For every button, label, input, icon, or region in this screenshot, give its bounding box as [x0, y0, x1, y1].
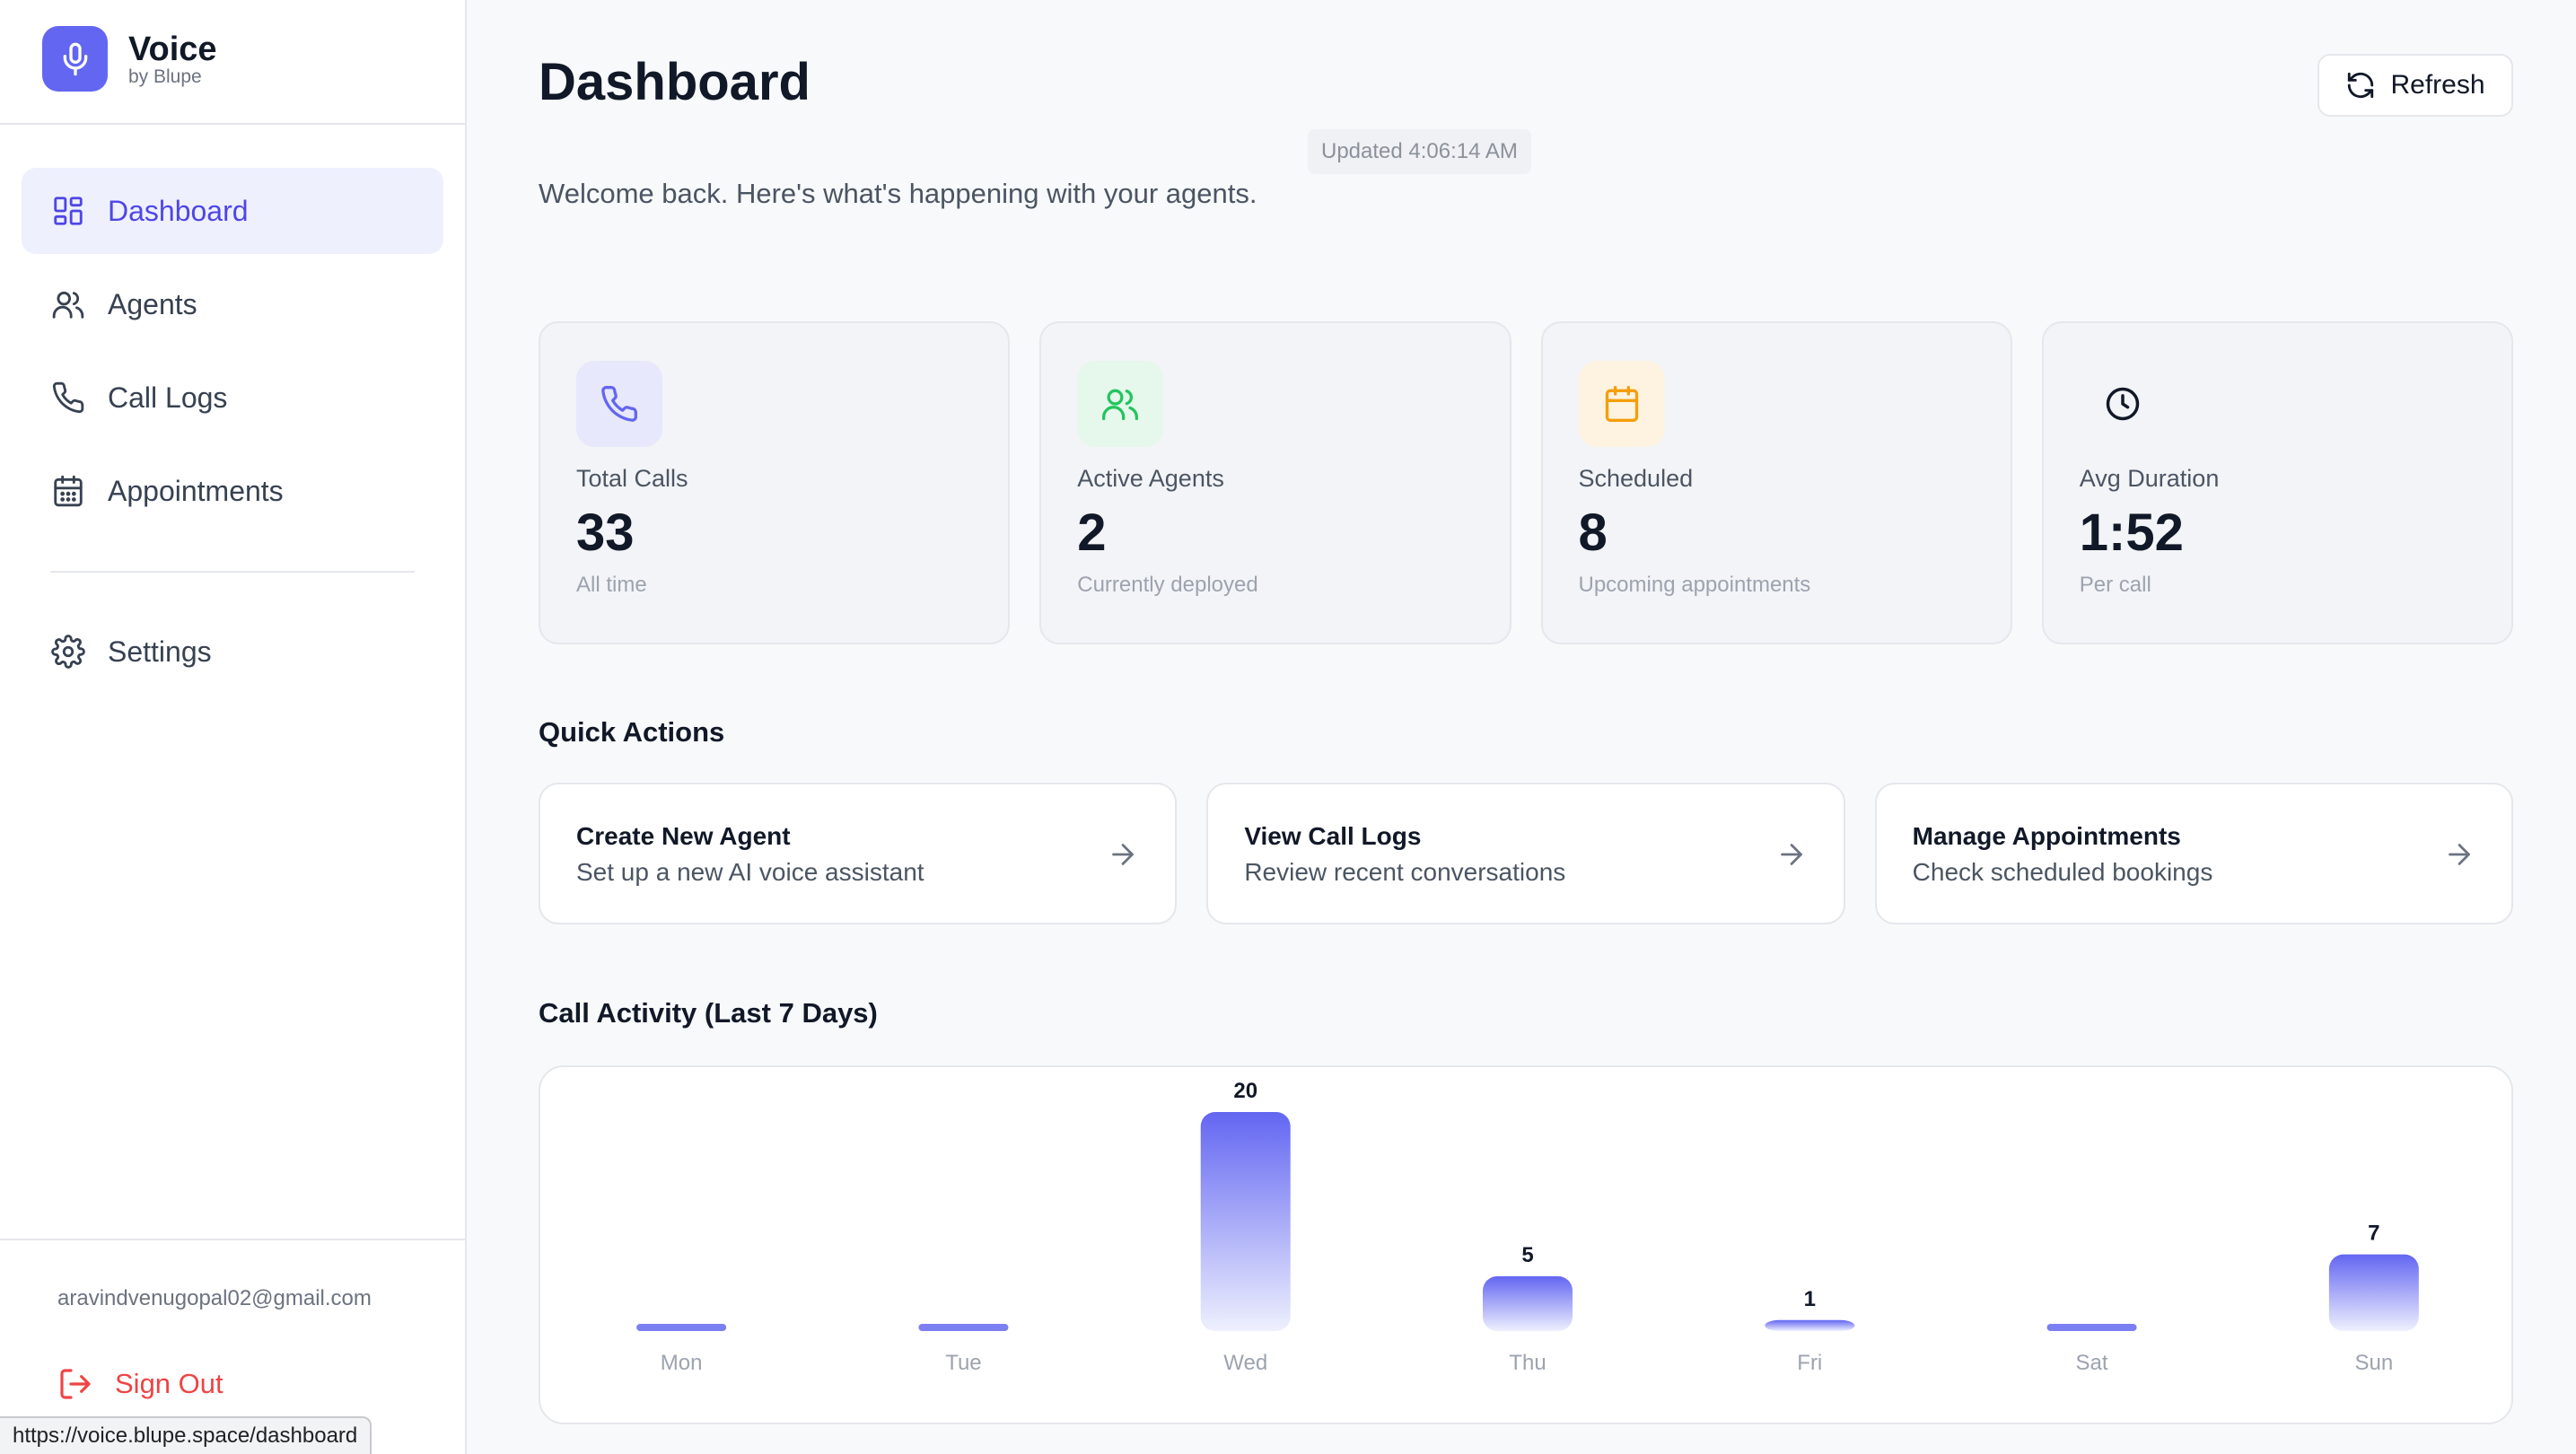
- sidebar-item-label: Appointments: [108, 474, 284, 507]
- stat-card-scheduled: Scheduled 8 Upcoming appointments: [1540, 321, 2012, 644]
- quick-action-create-agent[interactable]: Create New Agent Set up a new AI voice a…: [539, 783, 1178, 924]
- dashboard-grid-icon: [50, 193, 86, 229]
- sidebar-item-call-logs[interactable]: Call Logs: [22, 355, 443, 441]
- chart-data-label: 7: [2368, 1222, 2379, 1246]
- stat-value: 33: [576, 504, 635, 562]
- arrow-right-icon: [1107, 838, 1139, 871]
- sidebar-item-agents[interactable]: Agents: [22, 261, 443, 347]
- quick-action-view-call-logs[interactable]: View Call Logs Review recent conversatio…: [1206, 783, 1845, 924]
- chart-data-label: 5: [1521, 1243, 1533, 1267]
- chart-bar-wed: [1200, 1112, 1291, 1331]
- phone-icon: [50, 380, 86, 416]
- brand[interactable]: Voice by Blupe: [42, 26, 217, 92]
- stat-label: Scheduled: [1578, 465, 1694, 492]
- bar-chart: Mon Tue 20 Wed 5 Thu 1 Fri Sat 7 Sun: [636, 1079, 2419, 1375]
- quick-action-subtitle: Check scheduled bookings: [1912, 858, 2213, 886]
- quick-actions: Create New Agent Set up a new AI voice a…: [539, 783, 2513, 924]
- refresh-label: Refresh: [2390, 70, 2485, 100]
- brand-name: Voice: [128, 30, 217, 68]
- chart-bar-fri: [1765, 1319, 1855, 1331]
- divider: [50, 571, 415, 573]
- quick-actions-heading: Quick Actions: [539, 716, 725, 748]
- chart-tick-label: Fri: [1797, 1351, 1822, 1375]
- stat-label: Avg Duration: [2079, 465, 2220, 492]
- chart-data-label: 20: [1233, 1079, 1257, 1103]
- stat-value: 1:52: [2079, 504, 2184, 562]
- microphone-icon: [42, 26, 108, 92]
- page-title: Dashboard: [539, 53, 810, 111]
- sign-out-label: Sign Out: [115, 1368, 223, 1399]
- users-icon: [50, 286, 86, 322]
- quick-action-subtitle: Set up a new AI voice assistant: [576, 858, 924, 886]
- last-updated-badge: Updated 4:06:14 AM: [1308, 129, 1531, 174]
- users-icon: [1077, 361, 1164, 447]
- chart-tick-label: Mon: [661, 1351, 703, 1375]
- calendar-icon: [50, 473, 86, 509]
- log-out-icon: [57, 1366, 93, 1402]
- arrow-right-icon: [1775, 838, 1808, 871]
- quick-action-title: Manage Appointments: [1912, 822, 2181, 850]
- stats-row: Total Calls 33 All time Active Agents 2 …: [539, 321, 2513, 644]
- refresh-button[interactable]: Refresh: [2318, 54, 2513, 117]
- sidebar-item-settings[interactable]: Settings: [22, 609, 443, 695]
- arrow-right-icon: [2443, 838, 2475, 871]
- sidebar-item-label: Call Logs: [108, 381, 228, 414]
- quick-action-title: View Call Logs: [1244, 822, 1422, 850]
- chart-tick-label: Wed: [1223, 1351, 1267, 1375]
- sidebar-item-appointments[interactable]: Appointments: [22, 448, 443, 534]
- divider: [0, 123, 467, 125]
- user-email: aravindvenugopal02@gmail.com: [57, 1286, 372, 1310]
- welcome-message: Welcome back. Here's what's happening wi…: [539, 178, 1257, 209]
- quick-action-subtitle: Review recent conversations: [1244, 858, 1566, 886]
- sidebar-item-label: Agents: [108, 287, 197, 320]
- divider: [0, 1239, 467, 1240]
- sidebar: Voice by Blupe Dashboard: [0, 0, 467, 1454]
- gear-icon: [50, 634, 86, 670]
- chart-bar-mon: [636, 1324, 727, 1331]
- clock-icon: [2080, 361, 2166, 447]
- chart-bar-sun: [2328, 1254, 2419, 1331]
- brand-subtitle: by Blupe: [128, 66, 202, 87]
- call-activity-heading: Call Activity (Last 7 Days): [539, 997, 878, 1029]
- sign-out-button[interactable]: Sign Out: [57, 1366, 223, 1402]
- stat-label: Total Calls: [576, 465, 688, 492]
- chart-tick-label: Tue: [945, 1351, 981, 1375]
- stat-label: Active Agents: [1077, 465, 1224, 492]
- status-bar-url: https://voice.blupe.space/dashboard: [0, 1416, 372, 1454]
- chart-tick-label: Thu: [1509, 1351, 1546, 1375]
- sidebar-item-label: Dashboard: [108, 194, 249, 227]
- chart-bar-thu: [1483, 1276, 1573, 1331]
- calendar-icon: [1578, 361, 1665, 447]
- sidebar-item-label: Settings: [108, 635, 212, 668]
- stat-subtitle: All time: [576, 573, 647, 597]
- stat-card-avg-duration: Avg Duration 1:52 Per call: [2041, 321, 2513, 644]
- chart-tick-label: Sat: [2076, 1351, 2108, 1375]
- stat-card-total-calls: Total Calls 33 All time: [539, 321, 1011, 644]
- stat-card-active-agents: Active Agents 2 Currently deployed: [1039, 321, 1511, 644]
- refresh-icon: [2345, 70, 2376, 101]
- phone-icon: [576, 361, 662, 447]
- call-activity-chart: Mon Tue 20 Wed 5 Thu 1 Fri Sat 7 Sun: [539, 1065, 2513, 1424]
- stat-value: 2: [1077, 504, 1107, 562]
- stat-subtitle: Per call: [2079, 573, 2151, 597]
- chart-bar-sat: [2046, 1324, 2137, 1331]
- chart-bar-tue: [918, 1324, 1009, 1331]
- stat-subtitle: Currently deployed: [1077, 573, 1258, 597]
- sidebar-nav: Dashboard Agents Call Logs: [22, 168, 443, 541]
- chart-tick-label: Sun: [2355, 1351, 2394, 1375]
- chart-data-label: 1: [1804, 1287, 1816, 1311]
- stat-subtitle: Upcoming appointments: [1578, 573, 1811, 597]
- main-content: Dashboard Refresh Updated 4:06:14 AM Wel…: [467, 0, 2576, 1454]
- stat-value: 8: [1578, 504, 1608, 562]
- quick-action-manage-appointments[interactable]: Manage Appointments Check scheduled book…: [1874, 783, 2513, 924]
- quick-action-title: Create New Agent: [576, 822, 791, 850]
- sidebar-item-dashboard[interactable]: Dashboard: [22, 168, 443, 254]
